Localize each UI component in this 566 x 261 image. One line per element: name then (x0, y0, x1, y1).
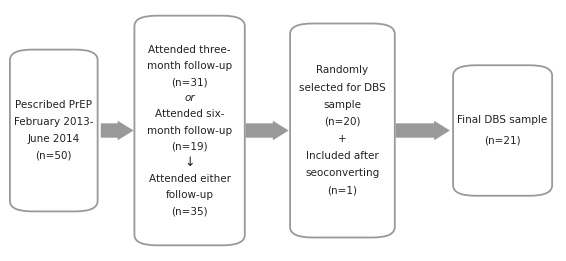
Text: seoconverting: seoconverting (305, 168, 380, 179)
Text: Randomly: Randomly (316, 65, 368, 75)
Text: month follow-up: month follow-up (147, 126, 232, 135)
Text: Attended three-: Attended three- (148, 45, 231, 55)
Text: +: + (338, 134, 347, 144)
Text: (n=35): (n=35) (171, 206, 208, 216)
FancyBboxPatch shape (135, 16, 245, 245)
FancyBboxPatch shape (453, 65, 552, 196)
Text: selected for DBS: selected for DBS (299, 82, 386, 93)
Text: February 2013-: February 2013- (14, 117, 93, 127)
Text: Attended six-: Attended six- (155, 109, 224, 119)
FancyBboxPatch shape (10, 50, 97, 211)
Polygon shape (101, 121, 134, 140)
Text: Attended either: Attended either (149, 174, 230, 184)
Text: follow-up: follow-up (166, 190, 213, 200)
Text: (n=19): (n=19) (171, 142, 208, 152)
Text: Included after: Included after (306, 151, 379, 161)
Text: ↓: ↓ (185, 156, 195, 169)
Text: (n=50): (n=50) (36, 151, 72, 161)
Text: June 2014: June 2014 (28, 134, 80, 144)
Text: (n=21): (n=21) (484, 136, 521, 146)
Text: (n=31): (n=31) (171, 77, 208, 87)
Text: (n=20): (n=20) (324, 117, 361, 127)
Text: Final DBS sample: Final DBS sample (457, 115, 548, 125)
FancyBboxPatch shape (290, 23, 395, 238)
Text: Pescribed PrEP: Pescribed PrEP (15, 100, 92, 110)
Polygon shape (246, 121, 289, 140)
Text: month follow-up: month follow-up (147, 61, 232, 71)
Polygon shape (396, 121, 450, 140)
Text: or: or (185, 93, 195, 103)
Text: sample: sample (323, 100, 362, 110)
Text: (n=1): (n=1) (327, 186, 358, 196)
